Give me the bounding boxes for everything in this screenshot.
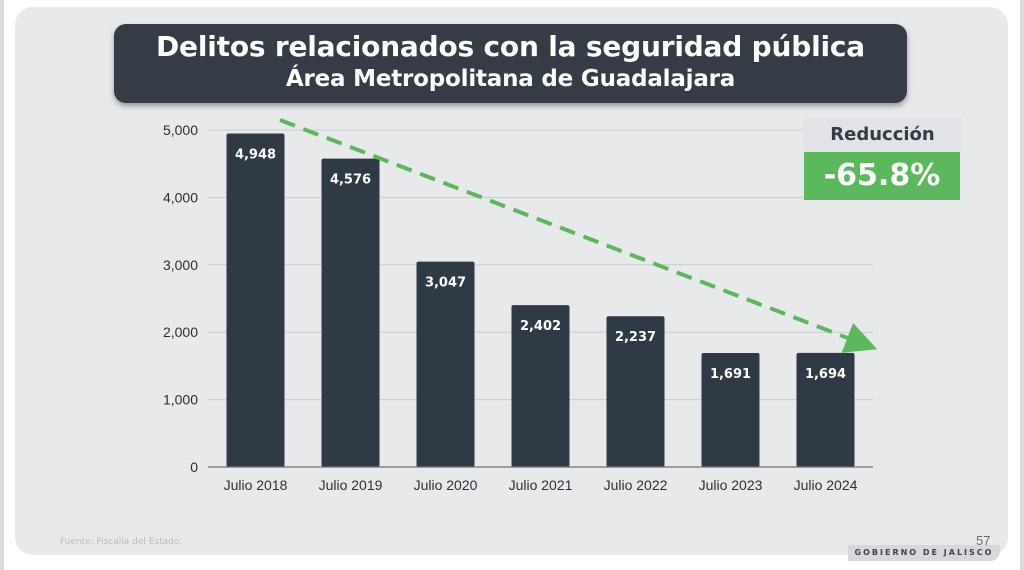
trend-arrow (279, 118, 878, 353)
x-tick-label: Julio 2023 (699, 477, 763, 493)
y-tick-label: 1,000 (163, 392, 198, 408)
chart-subtitle: Área Metropolitana de Guadalajara (285, 66, 736, 92)
bar (796, 352, 855, 467)
bar (511, 305, 570, 467)
y-tick-label: 5,000 (163, 122, 198, 138)
page-edge-left (0, 0, 4, 570)
page-edge-right (1020, 0, 1024, 570)
x-tick-label: Julio 2021 (509, 477, 573, 493)
bar (226, 133, 285, 467)
bar (416, 261, 475, 467)
chart-title: Delitos relacionados con la seguridad pú… (156, 30, 865, 63)
y-axis-ticks: 0 1,000 2,000 3,000 4,000 5,000 (163, 122, 198, 475)
bar-value-label: 4,948 (235, 148, 276, 163)
x-axis-ticks: Julio 2018 Julio 2019 Julio 2020 Julio 2021… (224, 477, 858, 493)
bar (701, 353, 760, 467)
bar-value-label: 3,047 (425, 276, 466, 291)
y-tick-label: 3,000 (163, 257, 198, 273)
reduction-value: -65.8% (804, 152, 960, 200)
x-tick-label: Julio 2022 (604, 477, 668, 493)
y-tick-label: 0 (190, 459, 198, 475)
footer-logo: GOBIERNO DE JALISCO (848, 545, 1000, 561)
bar-value-label: 1,691 (710, 367, 751, 382)
bar-value-label: 2,237 (615, 330, 656, 345)
bar-value-label: 4,576 (330, 173, 371, 188)
y-tick-label: 2,000 (163, 324, 198, 340)
bar-value-label: 1,694 (805, 367, 846, 382)
x-tick-label: Julio 2020 (414, 477, 478, 493)
x-tick-label: Julio 2019 (319, 477, 383, 493)
source-note: Fuente: Fiscalía del Estado. (60, 537, 183, 547)
y-tick-label: 4,000 (163, 189, 198, 205)
x-tick-label: Julio 2024 (794, 477, 858, 493)
reduction-label: Reducción (803, 118, 962, 151)
bar (606, 316, 665, 467)
page-number: 57 (976, 533, 991, 548)
x-tick-label: Julio 2018 (224, 477, 288, 493)
title-banner: Delitos relacionados con la seguridad pú… (114, 24, 907, 103)
bar (321, 158, 380, 467)
bars: 4,948 4,576 3,047 2,402 2,237 1,691 1,694 (226, 133, 855, 467)
bar-value-label: 2,402 (520, 319, 561, 334)
